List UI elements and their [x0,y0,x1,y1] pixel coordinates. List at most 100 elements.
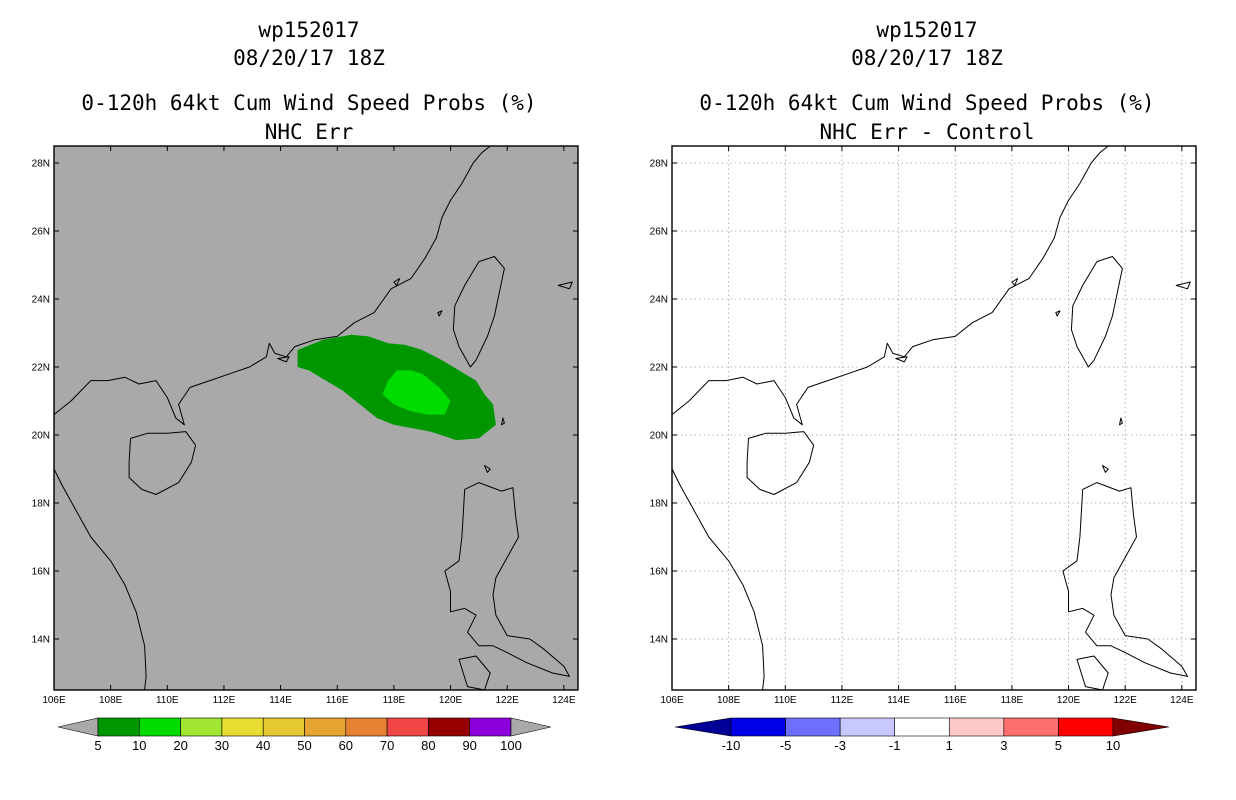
colorbar-swatch [1003,717,1059,737]
coastline-luzon [444,482,570,677]
lon-tick-label: 116E [326,695,349,706]
colorbar-label: 5 [94,738,101,753]
left-map: 106E 108E 110E 112E 114E 116E 118E 120E 122E 124E… [32,145,579,753]
right-subtitle: NHC Err - Control [819,120,1035,144]
colorbar-under-triangle [674,717,732,737]
lon-tick-label: 120E [1057,695,1081,706]
coastline-vietnam [53,468,147,691]
coastline-taiwan [1070,256,1123,368]
lon-tick-label: 118E [383,695,406,706]
coastline-vietnam [671,468,765,691]
colorbar-swatch [428,717,470,737]
colorbar-label: 10 [1106,738,1120,753]
colorbar-swatch [345,717,388,737]
coastline-pescadores [437,310,443,317]
colorbar-swatch [386,717,429,737]
colorbar-swatch [948,717,1005,737]
coastline-yaeyama-islands [557,281,573,290]
lat-tick-label: 16N [32,567,50,578]
colorbar-swatch [730,717,786,737]
lon-tick-label: 108E [99,695,123,706]
coastline-babuyan-islands [1102,465,1109,473]
coastline-luzon [1062,482,1188,677]
colorbar-swatch [180,717,223,737]
colorbar-swatch [221,717,264,737]
lon-tick-label: 120E [439,695,463,706]
coastline-mindoro [458,655,491,691]
colorbar-label: 70 [380,738,394,753]
left-panel: wp152017 08/20/17 18Z 0-120h 64kt Cum Wi… [32,18,579,753]
coastline-hainan [746,431,815,495]
colorbar-label: -3 [834,738,846,753]
colorbar-label: 40 [256,738,270,753]
lon-tick-label: 122E [1114,695,1138,706]
coastline-xiamen-island [393,278,401,286]
colorbar-under-triangle [57,717,99,737]
left-subtitle: NHC Err [264,120,354,144]
colorbar-label: -10 [722,738,741,753]
lon-tick-label: 106E [42,695,66,706]
right-date: 08/20/17 18Z [851,46,1003,70]
lon-tick-label: 110E [156,695,179,706]
colorbar-swatch [139,717,181,737]
colorbar-label: -5 [780,738,792,753]
lon-tick-label: 114E [887,695,910,706]
colorbar-label: 80 [421,738,435,753]
lat-tick-label: 28N [32,159,50,170]
lon-tick-label: 114E [269,695,292,706]
right-map: 106E 108E 110E 112E 114E 116E 118E 120E 122E 124E… [650,145,1197,753]
coastline-hong-kong-island [277,356,290,363]
colorbar-swatch [469,717,512,737]
lon-tick-label: 118E [1001,695,1024,706]
colorbar-swatch [894,717,950,737]
lat-tick-label: 16N [650,567,668,578]
coastline-luzon-strait-islands [1119,417,1123,426]
lat-tick-label: 20N [32,431,50,442]
coastline-hainan [128,431,197,495]
coastline-babuyan-islands [484,465,491,473]
coastline-luzon-strait-islands [501,417,505,426]
lon-tick-label: 122E [496,695,520,706]
coastline-china-coast [671,145,1109,426]
colorbar-swatch [1058,717,1114,737]
colorbar-label: 50 [297,738,311,753]
lon-tick-label: 112E [831,695,854,706]
coastline-hong-kong-island [895,356,908,363]
lat-tick-label: 18N [32,499,50,510]
lat-tick-label: 18N [650,499,668,510]
coastline-china-coast [53,145,491,426]
lon-tick-label: 110E [774,695,797,706]
colorbar-label: -1 [889,738,901,753]
coastline-xiamen-island [1011,278,1019,286]
right-storm-id: wp152017 [876,18,978,42]
coastline-yaeyama-islands [1175,281,1191,290]
coastline-mindoro [1076,655,1109,691]
lon-tick-label: 116E [944,695,967,706]
colorbar-swatch [262,717,305,737]
coastline-pescadores [1055,310,1061,317]
lat-tick-label: 28N [650,159,668,170]
map-background [672,146,1196,690]
lon-tick-label: 124E [1170,695,1194,706]
right-product-title: 0-120h 64kt Cum Wind Speed Probs (%) [699,91,1155,115]
lat-tick-label: 14N [32,635,50,646]
left-storm-id: wp152017 [258,18,360,42]
colorbar-swatch [304,717,347,737]
lat-tick-label: 26N [32,227,50,238]
colorbar-label: 3 [1000,738,1007,753]
probability-10pct-area [382,370,451,415]
colorbar-label: 5 [1055,738,1062,753]
lat-tick-label: 22N [650,363,668,374]
colorbar-swatch [839,717,896,737]
lat-tick-label: 26N [650,227,668,238]
map-frame [671,145,1197,691]
colorbar-over-triangle [1112,717,1170,737]
colorbar-label: 100 [500,738,522,753]
lat-tick-label: 22N [32,363,50,374]
colorbar-label: 90 [462,738,476,753]
lon-tick-label: 108E [717,695,741,706]
map-frame [53,145,579,691]
colorbar-swatch [785,717,841,737]
left-date: 08/20/17 18Z [233,46,385,70]
lat-tick-label: 24N [32,295,50,306]
